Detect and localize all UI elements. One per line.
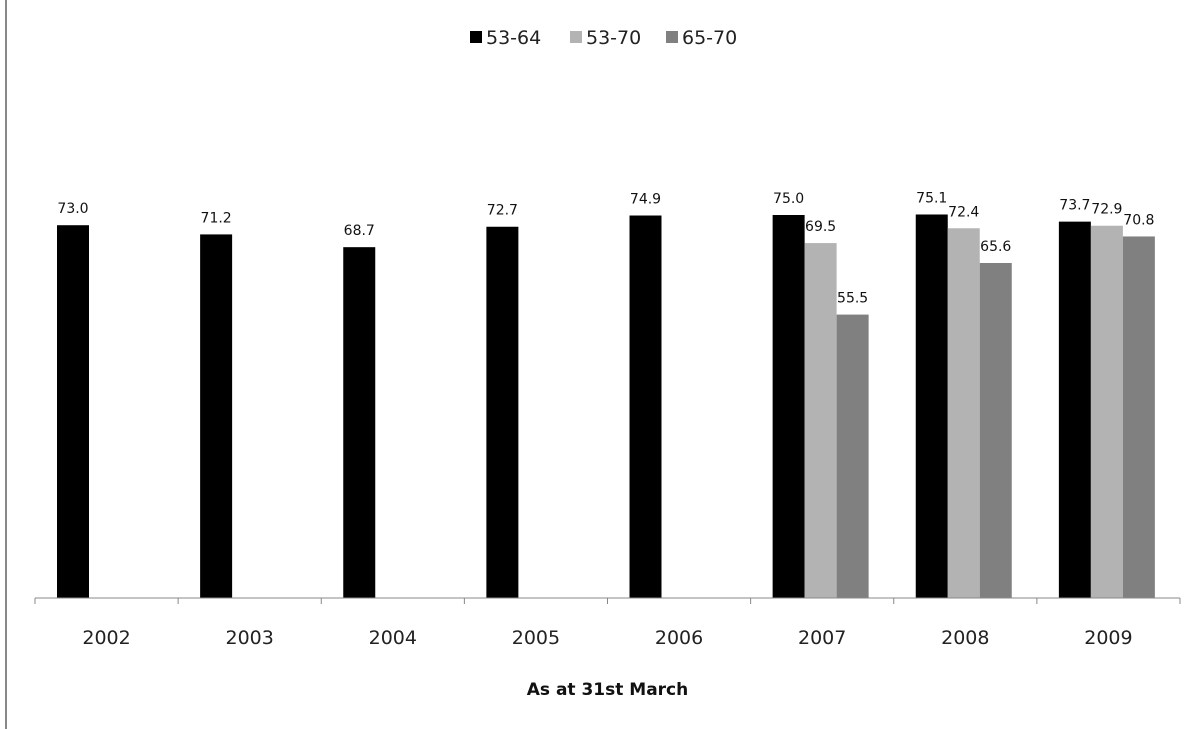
x-tick-label-2004: 2004 xyxy=(369,627,417,649)
x-tick-labels-group: 2002 2003 2004 2005 2006 2007 2008 2009 xyxy=(82,627,1132,649)
bar-53-64-2002 xyxy=(57,225,89,599)
bar-65-70-2008 xyxy=(979,263,1012,598)
data-label-65-70-2009: 70.8 xyxy=(1123,212,1154,228)
bar-65-70-2009 xyxy=(1122,236,1155,598)
data-label-53-64-2005: 72.7 xyxy=(487,203,518,219)
data-labels-group: 73.0 71.2 68.7 72.7 74.9 75.069.5 55.5 75.172.4… xyxy=(57,190,1154,306)
bar-53-70-2008 xyxy=(947,228,980,598)
bar-53-70-2007 xyxy=(804,243,837,598)
x-tick-label-2007: 2007 xyxy=(798,627,846,649)
bar-53-64-2005 xyxy=(486,226,519,598)
bar-53-64-2009 xyxy=(1058,221,1091,598)
data-label-65-70-2008: 65.6 xyxy=(980,239,1011,255)
data-label-53-64-2003: 71.2 xyxy=(201,210,232,226)
legend-swatch-53-70 xyxy=(570,31,582,43)
x-ticks-group xyxy=(34,598,1181,604)
data-label-53-64-2008: 75.1 xyxy=(916,190,947,206)
data-label-53-70-2007: 69.5 xyxy=(805,219,836,235)
legend-label-65-70: 65-70 xyxy=(682,27,737,49)
legend-label-53-70: 53-70 xyxy=(586,27,641,49)
data-label-53-70-2009: 72.9 xyxy=(1091,202,1122,218)
x-tick-label-2006: 2006 xyxy=(655,627,703,649)
data-label-53-70-2008: 72.4 xyxy=(948,204,979,220)
bar-53-64-2004 xyxy=(343,247,376,598)
data-label-53-64-2007: 75.0 xyxy=(773,191,804,207)
legend-swatch-53-64 xyxy=(470,31,482,43)
x-tick-label-2008: 2008 xyxy=(941,627,989,649)
x-tick-label-2003: 2003 xyxy=(226,627,274,649)
data-label-65-70-2007: 55.5 xyxy=(837,291,868,307)
x-axis-title: As at 31st March xyxy=(527,680,688,700)
data-label-53-64-2009: 73.7 xyxy=(1059,198,1090,214)
legend-label-53-64: 53-64 xyxy=(486,27,541,49)
data-label-53-64-2006: 74.9 xyxy=(630,192,661,208)
bar-53-64-2006 xyxy=(629,215,662,598)
bar-65-70-2007 xyxy=(836,314,869,598)
data-label-53-64-2004: 68.7 xyxy=(344,223,375,239)
bar-53-64-2003 xyxy=(200,234,233,598)
x-tick-label-2009: 2009 xyxy=(1084,627,1132,649)
legend-swatch-65-70 xyxy=(666,31,678,43)
bar-53-64-2007 xyxy=(772,215,805,598)
bar-53-70-2009 xyxy=(1090,225,1123,598)
legend: 53-64 53-70 65-70 xyxy=(470,27,737,49)
bars-group xyxy=(57,214,1155,599)
data-label-53-64-2002: 73.0 xyxy=(57,201,88,217)
bar-53-64-2008 xyxy=(915,214,948,599)
x-tick-label-2005: 2005 xyxy=(512,627,560,649)
x-tick-label-2002: 2002 xyxy=(82,627,130,649)
